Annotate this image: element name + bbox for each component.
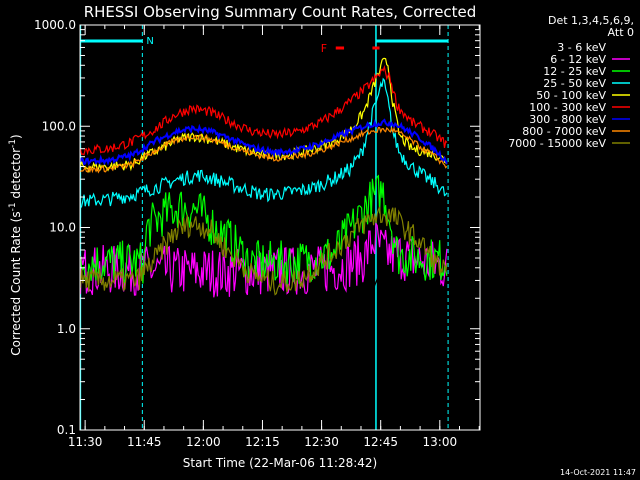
series-line: [79, 77, 448, 209]
x-tick-label: 13:00: [423, 435, 458, 449]
x-tick-label: 11:45: [127, 435, 162, 449]
x-tick-label: 12:15: [245, 435, 280, 449]
series-line: [147, 275, 394, 340]
y-tick-label: 100.0: [42, 119, 76, 133]
legend-header: Att 0: [608, 26, 634, 39]
legend-entry-label: 300 - 800 keV: [529, 113, 606, 126]
legend-entry-label: 12 - 25 keV: [543, 65, 606, 78]
series-line: [79, 206, 448, 296]
y-axis-label-part: detector: [9, 148, 23, 203]
flare-label: F: [321, 42, 327, 55]
axes: 1000.0 100.0 10.0 1.0 0.111:30 11:45 12:00 12:1…: [34, 18, 481, 449]
series-line: [79, 174, 448, 285]
series-line: [80, 126, 448, 174]
y-axis-label-part: Corrected Count Rate (s: [9, 211, 23, 355]
legend-entry-label: 800 - 7000 keV: [522, 125, 606, 138]
legend-entry-label: 25 - 50 keV: [543, 77, 606, 90]
y-axis-label-part: -1: [8, 139, 18, 148]
x-axis-label: Start Time (22-Mar-06 11:28:42): [183, 456, 377, 470]
y-axis-label-part: -1: [8, 202, 18, 211]
y-tick-label: 1000.0: [34, 18, 76, 32]
y-axis-label: Corrected Count Rate (s-1 detector-1): [8, 134, 23, 355]
series-line: [79, 57, 448, 174]
legend-entry-label: 7000 - 15000 keV: [508, 137, 606, 150]
x-tick-label: 12:30: [304, 435, 339, 449]
y-tick-label: 10.0: [49, 221, 76, 235]
legend-entry-label: 3 - 6 keV: [557, 41, 606, 54]
legend-entry-label: 100 - 300 keV: [529, 101, 606, 114]
y-axis-label-part: ): [9, 134, 23, 139]
series-line: [79, 64, 448, 156]
footer-date: 14-Oct-2021 11:47: [560, 468, 636, 477]
x-tick-label: 12:00: [186, 435, 221, 449]
chart-title: RHESSI Observing Summary Count Rates, Co…: [84, 3, 477, 21]
y-tick-label: 1.0: [57, 322, 76, 336]
plot-area: NF: [79, 25, 449, 430]
x-tick-label: 12:45: [363, 435, 398, 449]
night-label: N: [146, 36, 153, 47]
x-tick-label: 11:30: [68, 435, 103, 449]
legend-entry-label: 6 - 12 keV: [550, 53, 606, 66]
series-line: [79, 118, 448, 166]
legend-entry-label: 50 - 100 keV: [536, 89, 606, 102]
y-tick-label: 0.1: [57, 423, 76, 437]
legend-header: Det 1,3,4,5,6,9,: [548, 14, 634, 27]
